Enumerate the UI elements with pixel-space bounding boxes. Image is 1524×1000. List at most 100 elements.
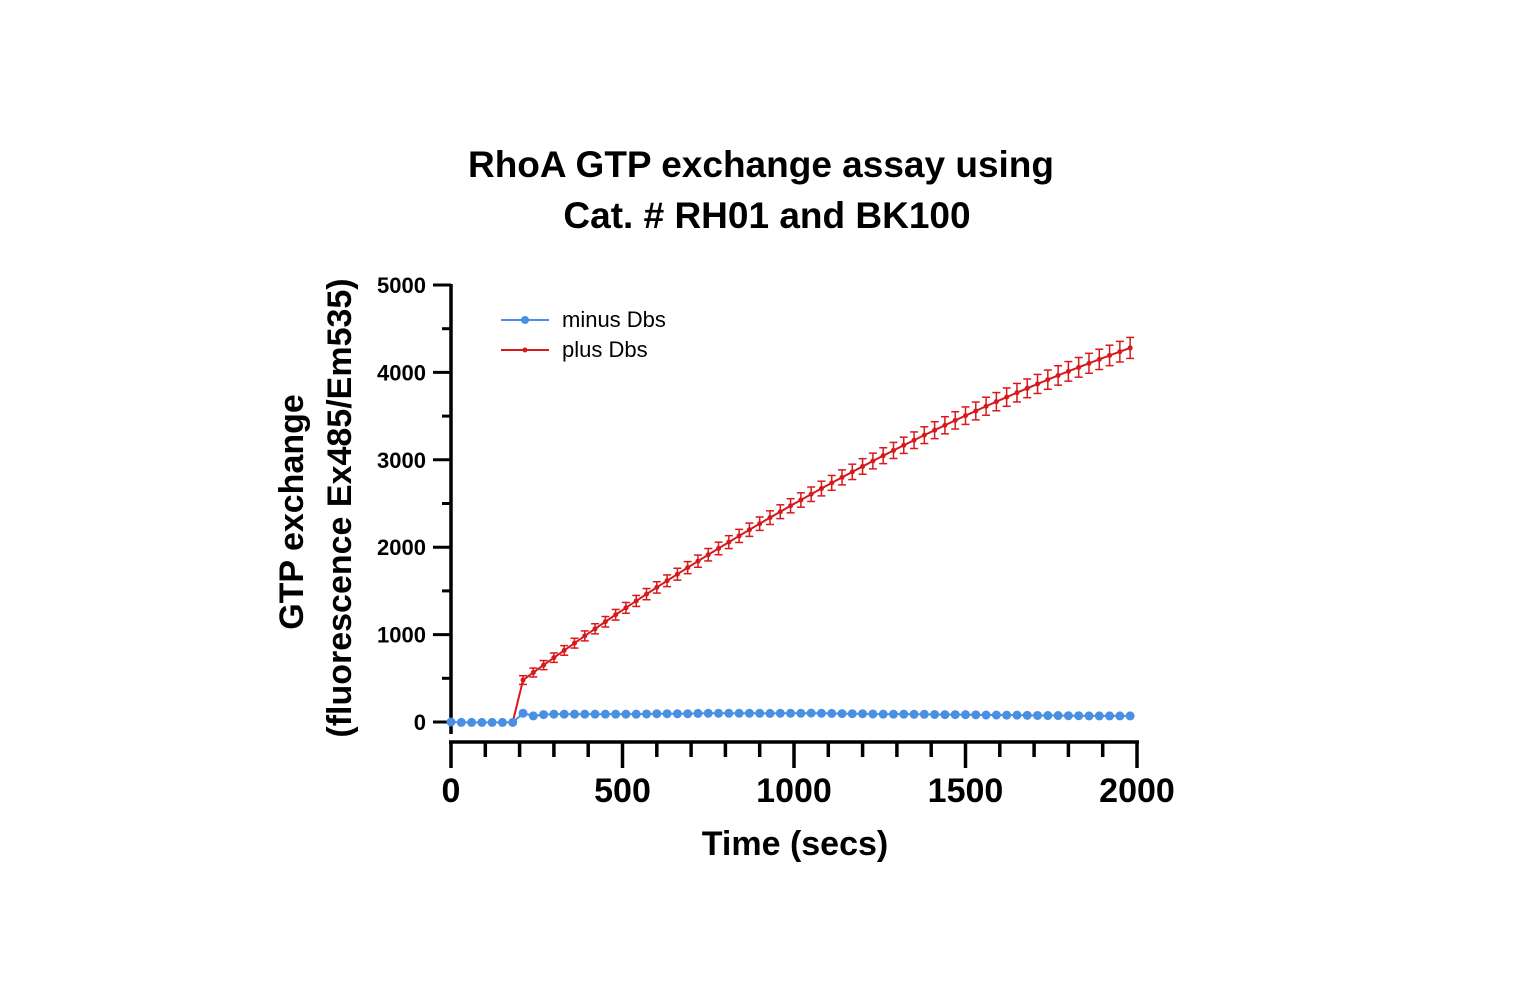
data-point-minus-dbs [539,710,549,720]
data-point-minus-dbs [1074,711,1084,721]
data-point-minus-dbs [446,717,456,727]
data-point-plus-dbs [818,486,824,492]
data-point-minus-dbs [919,709,929,719]
data-point-plus-dbs [623,605,629,611]
y-tick-label: 0 [414,710,426,735]
x-tick-label: 1000 [756,772,832,810]
data-point-minus-dbs [888,709,898,719]
data-point-plus-dbs [952,417,958,423]
data-point-plus-dbs [860,463,866,469]
data-point-minus-dbs [858,709,868,719]
data-point-plus-dbs [1014,390,1020,396]
data-point-minus-dbs [1002,710,1012,720]
y-tick-label: 4000 [377,360,426,385]
plot-area [446,336,1135,727]
legend-label-minus-dbs: minus Dbs [562,307,666,332]
data-point-minus-dbs [642,709,652,719]
data-point-plus-dbs [1107,352,1113,358]
data-point-plus-dbs [901,442,907,448]
data-point-plus-dbs [808,491,814,497]
data-point-minus-dbs [930,709,940,719]
y-axis-title-line-2: (fluorescence Ex485/Em535) [321,278,359,737]
data-point-minus-dbs [549,709,559,719]
data-point-plus-dbs [932,427,938,433]
data-point-plus-dbs [890,447,896,453]
data-point-minus-dbs [1053,711,1063,721]
data-point-minus-dbs [961,710,970,720]
data-point-plus-dbs [736,533,742,539]
data-point-minus-dbs [1094,711,1104,721]
x-axis-title: Time (secs) [702,825,888,863]
data-point-minus-dbs [600,709,610,719]
data-point-plus-dbs [592,626,598,632]
data-point-plus-dbs [571,640,577,646]
data-point-minus-dbs [775,708,785,718]
y-axis-title-line-1: GTP exchange [273,394,311,630]
data-point-minus-dbs [1063,711,1073,721]
y-tick-label: 1000 [377,623,426,648]
legend-marker-minus-dbs [521,316,529,324]
data-point-plus-dbs [664,578,670,584]
data-point-plus-dbs [1096,356,1102,362]
data-point-minus-dbs [786,708,796,718]
data-point-minus-dbs [569,709,579,719]
data-point-plus-dbs [911,437,917,443]
data-point-minus-dbs [755,708,765,718]
data-point-minus-dbs [734,708,744,718]
data-point-minus-dbs [991,710,1001,720]
data-point-minus-dbs [621,709,631,719]
data-point-minus-dbs [981,710,991,720]
legend: minus Dbs plus Dbs [501,307,666,362]
chart-title-line-2: Cat. # RH01 and BK100 [563,195,970,236]
data-point-plus-dbs [561,647,567,653]
data-point-plus-dbs [1117,349,1123,355]
data-point-plus-dbs [829,480,835,486]
y-tick-label: 5000 [377,273,426,298]
data-point-plus-dbs [942,422,948,428]
data-point-minus-dbs [878,709,888,719]
data-point-minus-dbs [1115,711,1125,721]
data-point-minus-dbs [796,708,806,718]
data-point-minus-dbs [672,709,682,719]
data-point-plus-dbs [530,670,536,676]
data-point-plus-dbs [746,527,752,533]
data-point-plus-dbs [602,619,608,625]
data-point-plus-dbs [705,552,711,558]
data-point-minus-dbs [1105,711,1115,721]
data-point-minus-dbs [950,710,960,720]
data-point-minus-dbs [580,709,590,719]
data-point-plus-dbs [1127,345,1133,351]
data-point-plus-dbs [880,453,886,459]
chart-title-line-1: RhoA GTP exchange assay using [468,144,1054,185]
data-point-minus-dbs [827,708,837,718]
data-point-plus-dbs [1076,364,1082,370]
data-point-minus-dbs [837,709,847,719]
data-point-plus-dbs [726,539,732,545]
data-point-minus-dbs [940,710,950,720]
data-point-plus-dbs [1055,372,1061,378]
data-point-plus-dbs [716,545,722,551]
y-tick-label: 3000 [377,448,426,473]
data-point-minus-dbs [693,708,703,718]
data-point-plus-dbs [582,633,588,639]
series-line-plus-dbs [511,346,1131,723]
data-point-minus-dbs [477,717,487,727]
data-point-minus-dbs [714,708,724,718]
data-point-plus-dbs [921,432,927,438]
data-point-minus-dbs [590,709,600,719]
data-point-plus-dbs [674,571,680,577]
data-point-minus-dbs [868,709,878,719]
data-point-plus-dbs [1004,394,1010,400]
data-point-minus-dbs [652,709,662,719]
data-point-minus-dbs [1043,711,1053,721]
data-point-plus-dbs [839,474,845,480]
data-point-plus-dbs [685,565,691,571]
data-point-minus-dbs [971,710,981,720]
data-point-minus-dbs [1012,710,1022,720]
x-tick-label: 1500 [928,772,1004,810]
data-point-plus-dbs [870,458,876,464]
data-point-minus-dbs [487,717,497,727]
data-point-plus-dbs [633,598,639,604]
legend-marker-plus-dbs [522,347,528,353]
